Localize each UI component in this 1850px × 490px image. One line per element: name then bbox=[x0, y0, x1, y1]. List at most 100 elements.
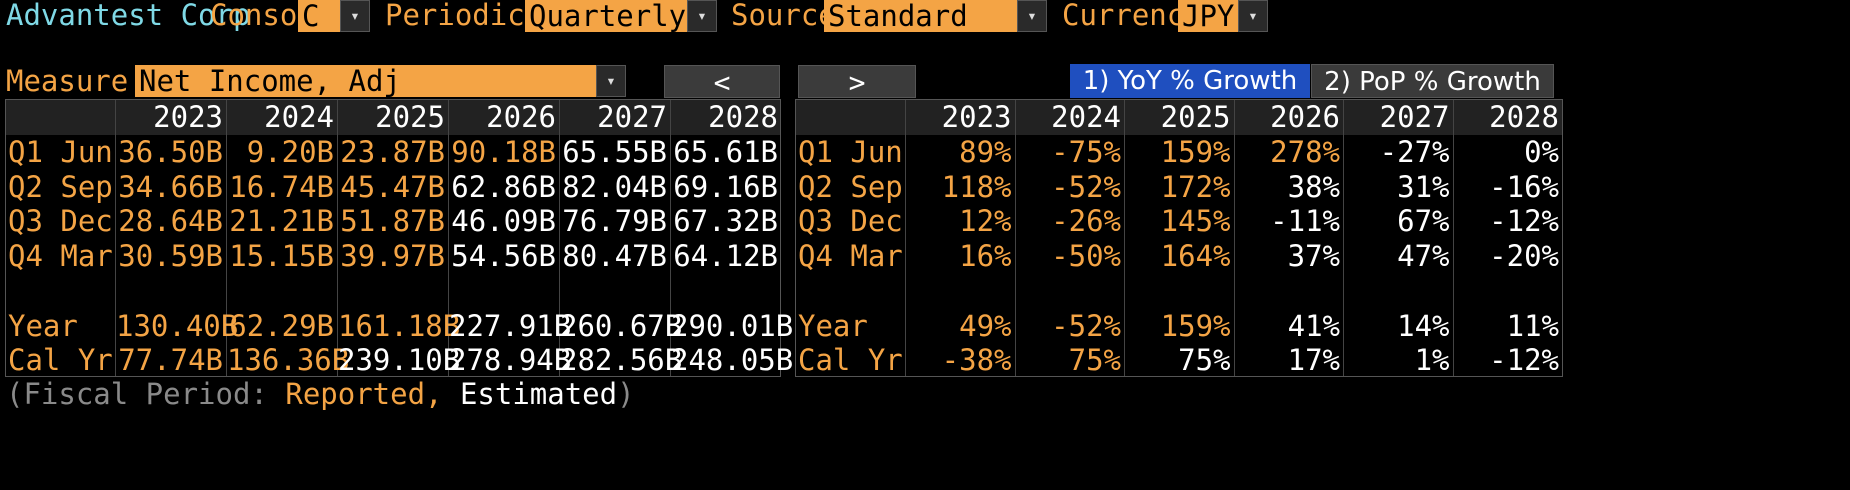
measure-dropdown-icon[interactable]: ▾ bbox=[596, 65, 626, 97]
table-cell[interactable]: 36.50B bbox=[118, 135, 223, 169]
source-dropdown-icon[interactable]: ▾ bbox=[1017, 0, 1047, 32]
table-cell[interactable]: 75% bbox=[1068, 343, 1121, 378]
table-cell[interactable]: 260.67B bbox=[560, 308, 683, 343]
table-cell[interactable]: 248.05B bbox=[671, 343, 794, 378]
table-cell[interactable]: 34.66B bbox=[118, 169, 223, 204]
table-cell[interactable]: 16% bbox=[959, 239, 1012, 274]
table-cell[interactable]: 69.16B bbox=[673, 169, 778, 204]
table-cell[interactable]: 65.55B bbox=[562, 135, 667, 169]
table-cell[interactable]: 14% bbox=[1397, 308, 1450, 343]
table-cell[interactable]: 130.40B bbox=[116, 308, 239, 343]
table-cell[interactable]: 31% bbox=[1397, 169, 1450, 204]
table-cell[interactable]: 77.74B bbox=[118, 343, 223, 378]
table-cell[interactable]: -52% bbox=[1051, 308, 1121, 343]
table-cell[interactable] bbox=[1125, 274, 1235, 309]
table-cell[interactable]: 1% bbox=[1414, 343, 1450, 378]
table-cell[interactable]: 47% bbox=[1397, 239, 1450, 274]
table-cell[interactable]: 80.47B bbox=[562, 239, 667, 274]
table-cell[interactable]: 54.56B bbox=[451, 239, 556, 274]
measure-field[interactable]: Net Income, Adj bbox=[135, 65, 598, 97]
table-cell[interactable]: 23.87B bbox=[340, 135, 445, 169]
table-cell[interactable]: 239.10B bbox=[338, 343, 461, 378]
table-cell[interactable] bbox=[1344, 274, 1454, 309]
source-field[interactable]: Standard bbox=[824, 0, 1017, 32]
table-cell[interactable]: 65.61B bbox=[673, 135, 778, 169]
table-cell[interactable]: 278% bbox=[1270, 135, 1340, 169]
table-cell[interactable]: -38% bbox=[941, 343, 1012, 378]
pop-growth-toggle[interactable]: 2) PoP % Growth bbox=[1311, 64, 1554, 98]
table-cell[interactable] bbox=[227, 274, 338, 309]
table-cell[interactable]: 282.56B bbox=[560, 343, 683, 378]
table-cell[interactable]: 172% bbox=[1160, 169, 1231, 204]
table-cell[interactable]: 290.01B bbox=[671, 308, 794, 343]
table-cell[interactable]: 37% bbox=[1287, 239, 1340, 274]
year-header-2024: 2024 bbox=[1051, 100, 1121, 134]
table-cell[interactable]: 49% bbox=[959, 308, 1012, 343]
table-cell[interactable]: 28.64B bbox=[118, 204, 223, 239]
table-cell[interactable]: 12% bbox=[959, 204, 1012, 239]
table-cell[interactable]: -26% bbox=[1051, 204, 1121, 239]
table-cell[interactable]: 159% bbox=[1160, 135, 1231, 169]
table-cell[interactable]: 15.15B bbox=[229, 239, 334, 274]
table-cell[interactable]: 82.04B bbox=[562, 169, 667, 204]
table-cell[interactable]: 164% bbox=[1160, 239, 1231, 274]
table-cell[interactable] bbox=[671, 274, 782, 309]
table-cell[interactable]: 75% bbox=[1178, 343, 1231, 378]
table-cell[interactable]: -50% bbox=[1051, 239, 1121, 274]
table-cell[interactable]: 11% bbox=[1506, 308, 1559, 343]
table-cell[interactable]: -27% bbox=[1379, 135, 1450, 169]
table-cell[interactable] bbox=[1454, 274, 1564, 309]
yoy-growth-toggle[interactable]: 1) YoY % Growth bbox=[1070, 64, 1310, 98]
table-cell[interactable]: 62.86B bbox=[451, 169, 556, 204]
table-cell[interactable]: 161.18B bbox=[338, 308, 461, 343]
table-cell[interactable]: 0% bbox=[1524, 135, 1559, 169]
table-cell[interactable] bbox=[1016, 274, 1126, 309]
table-cell[interactable]: 39.97B bbox=[340, 239, 445, 274]
table-cell[interactable]: 118% bbox=[941, 169, 1012, 204]
table-cell[interactable]: -16% bbox=[1489, 169, 1559, 204]
next-period-button[interactable]: > bbox=[798, 65, 916, 99]
table-cell[interactable]: 17% bbox=[1287, 343, 1340, 378]
periodicity-field[interactable]: Quarterly bbox=[525, 0, 687, 32]
table-cell[interactable]: 67% bbox=[1397, 204, 1450, 239]
table-cell[interactable] bbox=[560, 274, 671, 309]
table-cell[interactable] bbox=[449, 274, 560, 309]
table-cell[interactable]: 89% bbox=[959, 135, 1012, 169]
table-cell[interactable]: 278.94B bbox=[449, 343, 572, 378]
table-cell[interactable]: 62.29B bbox=[229, 308, 334, 343]
table-cell[interactable]: 38% bbox=[1287, 169, 1340, 204]
table-cell[interactable]: -75% bbox=[1051, 135, 1121, 169]
table-cell[interactable] bbox=[116, 274, 227, 309]
table-cell[interactable]: 136.36B bbox=[227, 343, 350, 378]
periodicity-dropdown-icon[interactable]: ▾ bbox=[687, 0, 717, 32]
currency-dropdown-icon[interactable]: ▾ bbox=[1238, 0, 1268, 32]
table-cell[interactable]: 45.47B bbox=[340, 169, 445, 204]
table-cell[interactable]: 76.79B bbox=[562, 204, 667, 239]
table-cell[interactable]: -12% bbox=[1489, 343, 1559, 378]
prev-period-button[interactable]: < bbox=[664, 65, 780, 99]
table-cell[interactable]: -20% bbox=[1489, 239, 1559, 274]
currency-field[interactable]: JPY bbox=[1178, 0, 1238, 32]
measure-label: Measure bbox=[6, 64, 129, 98]
table-cell[interactable]: 90.18B bbox=[451, 135, 556, 169]
table-cell[interactable]: 21.21B bbox=[229, 204, 334, 239]
table-cell[interactable]: 30.59B bbox=[118, 239, 223, 274]
table-cell[interactable]: 16.74B bbox=[229, 169, 334, 204]
table-cell[interactable]: 159% bbox=[1160, 308, 1231, 343]
table-cell[interactable]: 64.12B bbox=[673, 239, 778, 274]
table-cell[interactable]: 41% bbox=[1287, 308, 1340, 343]
table-cell[interactable]: 51.87B bbox=[340, 204, 445, 239]
table-cell[interactable]: 46.09B bbox=[451, 204, 556, 239]
table-cell[interactable]: -12% bbox=[1489, 204, 1559, 239]
table-cell[interactable] bbox=[906, 274, 1016, 309]
table-cell[interactable]: 227.91B bbox=[449, 308, 572, 343]
table-cell[interactable] bbox=[1235, 274, 1345, 309]
consol-field[interactable]: C bbox=[298, 0, 340, 32]
table-cell[interactable]: -52% bbox=[1051, 169, 1121, 204]
consol-dropdown-icon[interactable]: ▾ bbox=[340, 0, 370, 32]
table-cell[interactable]: -11% bbox=[1270, 204, 1340, 239]
table-cell[interactable] bbox=[338, 274, 449, 309]
table-cell[interactable]: 145% bbox=[1160, 204, 1231, 239]
table-cell[interactable]: 9.20B bbox=[246, 135, 334, 169]
table-cell[interactable]: 67.32B bbox=[673, 204, 778, 239]
